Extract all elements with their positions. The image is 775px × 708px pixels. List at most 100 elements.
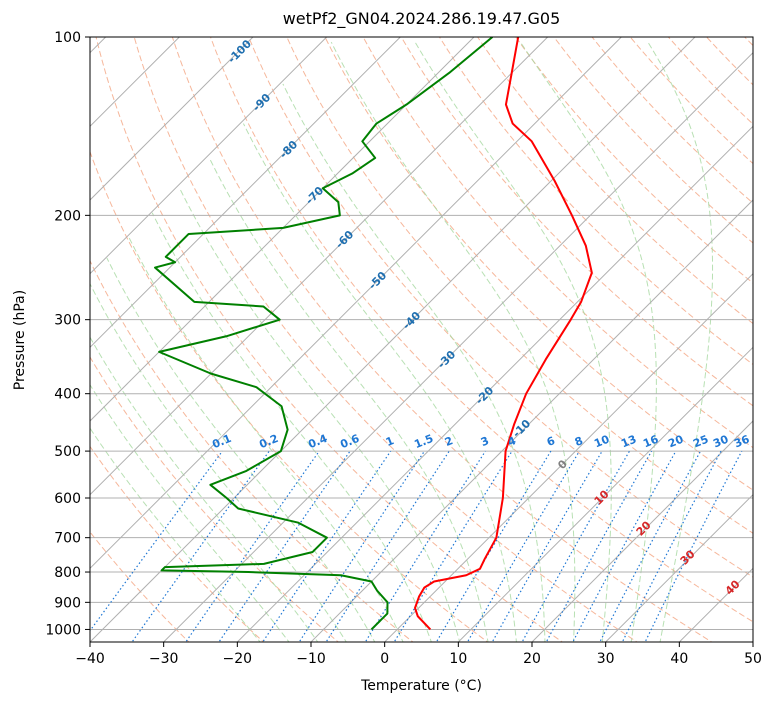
dry-adiabat — [362, 37, 753, 449]
x-tick-label: 50 — [744, 651, 762, 667]
moist-adiabat — [647, 41, 714, 642]
x-tick-label: −20 — [223, 651, 253, 667]
mixing-ratio-line — [572, 450, 677, 642]
moist-adiabat — [128, 237, 404, 642]
dry-adiabat — [438, 37, 753, 366]
moist-adiabat — [90, 282, 347, 642]
dry-adiabat — [515, 37, 753, 284]
mixing-ratio-line — [621, 450, 722, 642]
mixing-ratio-label: 1.5 — [412, 432, 435, 451]
mixing-ratio-label: 20 — [666, 433, 685, 451]
plot-area — [90, 24, 775, 645]
y-tick-label: 400 — [54, 387, 81, 403]
dry-adiabat — [629, 37, 753, 165]
mixing-ratio-line — [364, 450, 486, 642]
dry-adiabat — [90, 531, 190, 642]
isotherm-line — [90, 37, 475, 422]
mixing-ratio-label: 0.6 — [338, 432, 361, 451]
dry-adiabat — [90, 445, 265, 642]
moist-adiabat — [179, 188, 461, 642]
plot-frame — [89, 36, 754, 643]
mixing-ratio-label: 3 — [479, 434, 491, 449]
dry-adiabat — [209, 37, 753, 623]
isotherm-line — [90, 37, 401, 349]
isotherm-line — [384, 272, 753, 642]
mixing-ratio-label: 16 — [641, 433, 660, 451]
moist-adiabat — [414, 41, 612, 642]
x-tick-label: 20 — [523, 651, 541, 667]
x-tick-label: −10 — [296, 651, 326, 667]
isotherm-line — [163, 51, 753, 642]
mixing-ratio-line — [218, 450, 351, 642]
x-tick-label: 10 — [449, 651, 467, 667]
dry-adiabat — [324, 37, 753, 491]
dry-adiabat-label: 40 — [723, 577, 743, 597]
y-axis-label: Pressure (hPa) — [12, 289, 28, 391]
moist-adiabat — [282, 83, 546, 642]
moist-adiabat — [90, 336, 319, 642]
moist-adiabat — [90, 383, 290, 642]
dry-adiabat-label: 20 — [634, 518, 654, 538]
isotherm-line — [752, 641, 753, 642]
isotherm-line — [678, 567, 753, 642]
isotherm-label: -100 — [225, 37, 254, 66]
dry-adiabat — [400, 37, 753, 407]
y-tick-label: 800 — [54, 565, 81, 581]
y-tick-label: 900 — [54, 595, 81, 611]
isotherm-line — [90, 37, 622, 570]
mixing-ratio-line — [298, 450, 425, 642]
y-tick-label: 600 — [54, 491, 81, 507]
moist-adiabat — [242, 123, 517, 642]
mixing-ratio-line — [644, 450, 743, 642]
mixing-ratio-line — [90, 450, 223, 632]
mixing-ratio-label: 36 — [732, 433, 751, 451]
mixing-ratio-label: 0.4 — [306, 432, 329, 451]
dry-adiabat — [667, 37, 753, 125]
mixing-ratio-label: 1 — [384, 434, 396, 449]
dry-adiabat — [90, 259, 414, 642]
y-tick-label: 500 — [54, 444, 81, 460]
isotherm-line — [605, 493, 753, 642]
x-axis-label: Temperature (°C) — [361, 678, 482, 694]
isotherm-line — [90, 37, 254, 201]
isotherm-line — [90, 37, 328, 275]
mixing-ratio-line — [393, 450, 513, 642]
mixing-ratio-line — [466, 450, 580, 642]
isotherm-line — [90, 37, 696, 642]
dry-adiabat — [705, 37, 753, 86]
isotherm-line — [310, 199, 753, 642]
moist-adiabat — [519, 41, 657, 642]
y-tick-label: 300 — [54, 313, 81, 329]
dewpoint-profile — [154, 37, 494, 631]
isotherm-line — [531, 420, 753, 642]
y-tick-label: 700 — [54, 531, 81, 547]
mixing-ratio-label: 8 — [573, 434, 585, 449]
mixing-ratio-label: 13 — [619, 433, 638, 451]
moist-adiabat — [330, 41, 576, 642]
x-tick-label: 30 — [597, 651, 615, 667]
x-tick-label: −40 — [75, 651, 105, 667]
isotherm-line — [90, 37, 549, 496]
mixing-ratio-label: 6 — [545, 434, 557, 449]
mixing-ratio-label: 0.2 — [257, 432, 280, 451]
moist-adiabat — [90, 427, 261, 642]
dry-adiabat — [770, 24, 775, 645]
moist-adiabat — [208, 157, 489, 642]
y-tick-label: 200 — [54, 208, 81, 224]
temperature-profile — [413, 37, 593, 631]
mixing-ratio-label: 0.1 — [210, 432, 233, 451]
dry-adiabat — [286, 37, 753, 534]
x-tick-label: 40 — [670, 651, 688, 667]
mixing-ratio-label: 10 — [592, 433, 611, 451]
dry-adiabat — [248, 37, 753, 578]
mixing-ratio-line — [262, 450, 392, 642]
isotherm-line — [236, 125, 753, 642]
y-tick-label: 100 — [54, 30, 81, 46]
mixing-ratio-label: 25 — [691, 433, 710, 451]
moist-adiabat — [151, 212, 432, 642]
dry-adiabat — [90, 150, 489, 642]
mixing-ratio-line — [325, 450, 450, 642]
chart-title: wetPf2_GN04.2024.286.19.47.G05 — [282, 9, 561, 28]
